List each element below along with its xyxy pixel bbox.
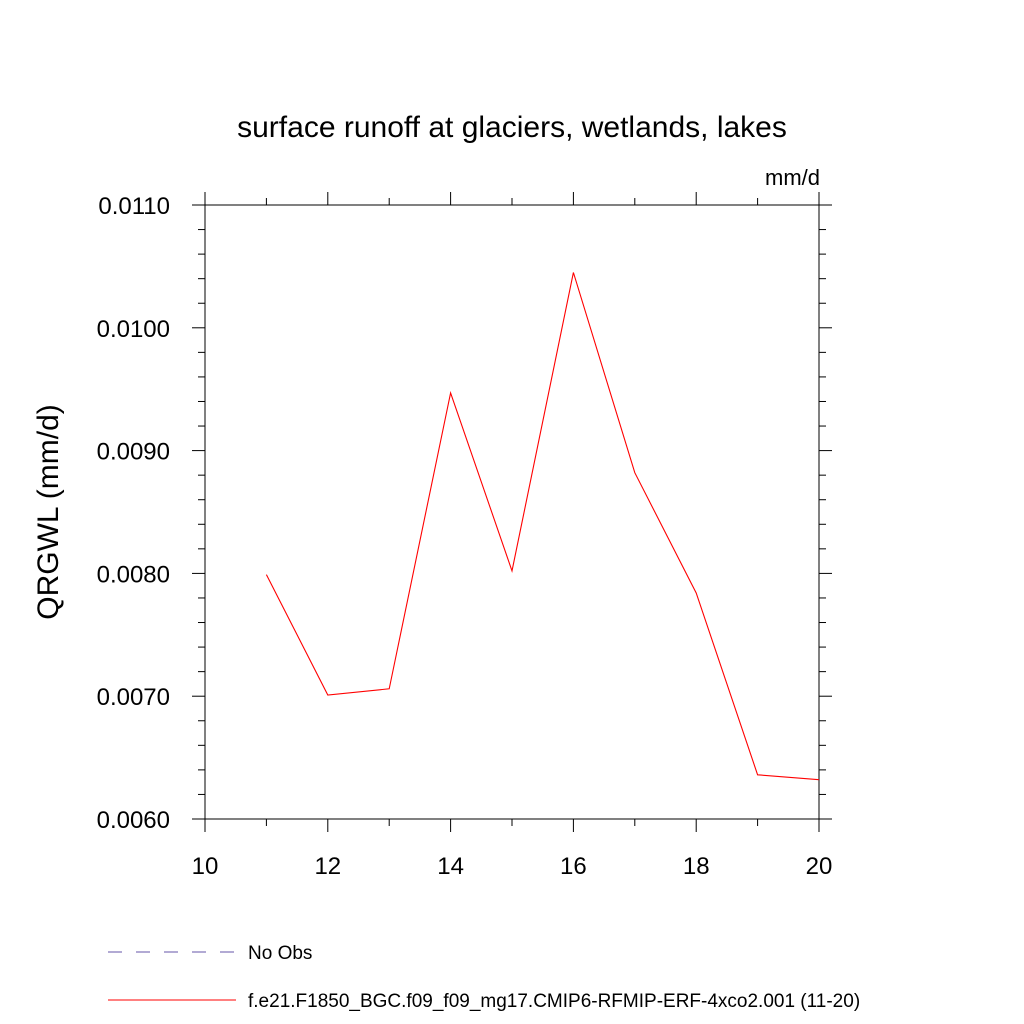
series-line [265, 272, 820, 781]
y-tick-label: 0.0070 [97, 684, 170, 711]
y-tick-label: 0.0090 [97, 439, 170, 466]
y-tick-label: 0.0100 [97, 316, 170, 343]
x-tick-label: 10 [192, 853, 219, 880]
chart-title: surface runoff at glaciers, wetlands, la… [237, 111, 787, 144]
legend-label: No Obs [248, 943, 312, 964]
x-tick-label: 20 [806, 853, 833, 880]
x-tick-label: 16 [560, 853, 587, 880]
x-tick-label: 14 [437, 853, 464, 880]
units-label: mm/d [765, 165, 820, 190]
y-tick-labels: 0.0060 0.0070 0.0080 0.0090 0.0100 0.0110 [97, 193, 170, 834]
plot-frame [204, 204, 820, 820]
axis-ticks [192, 192, 832, 832]
y-tick-label: 0.0080 [97, 561, 170, 588]
series-layer [265, 272, 820, 781]
x-tick-label: 18 [683, 853, 710, 880]
x-tick-label: 12 [314, 853, 341, 880]
legend: No Obs f.e21.F1850_BGC.f09_f09_mg17.CMIP6… [108, 943, 860, 1012]
x-tick-labels: 10 12 14 16 18 20 [192, 853, 833, 880]
legend-label: f.e21.F1850_BGC.f09_f09_mg17.CMIP6-RFMIP… [248, 991, 860, 1012]
y-axis-label: QRGWL (mm/d) [32, 404, 65, 620]
y-tick-label: 0.0110 [98, 193, 170, 220]
y-tick-label: 0.0060 [97, 807, 170, 834]
